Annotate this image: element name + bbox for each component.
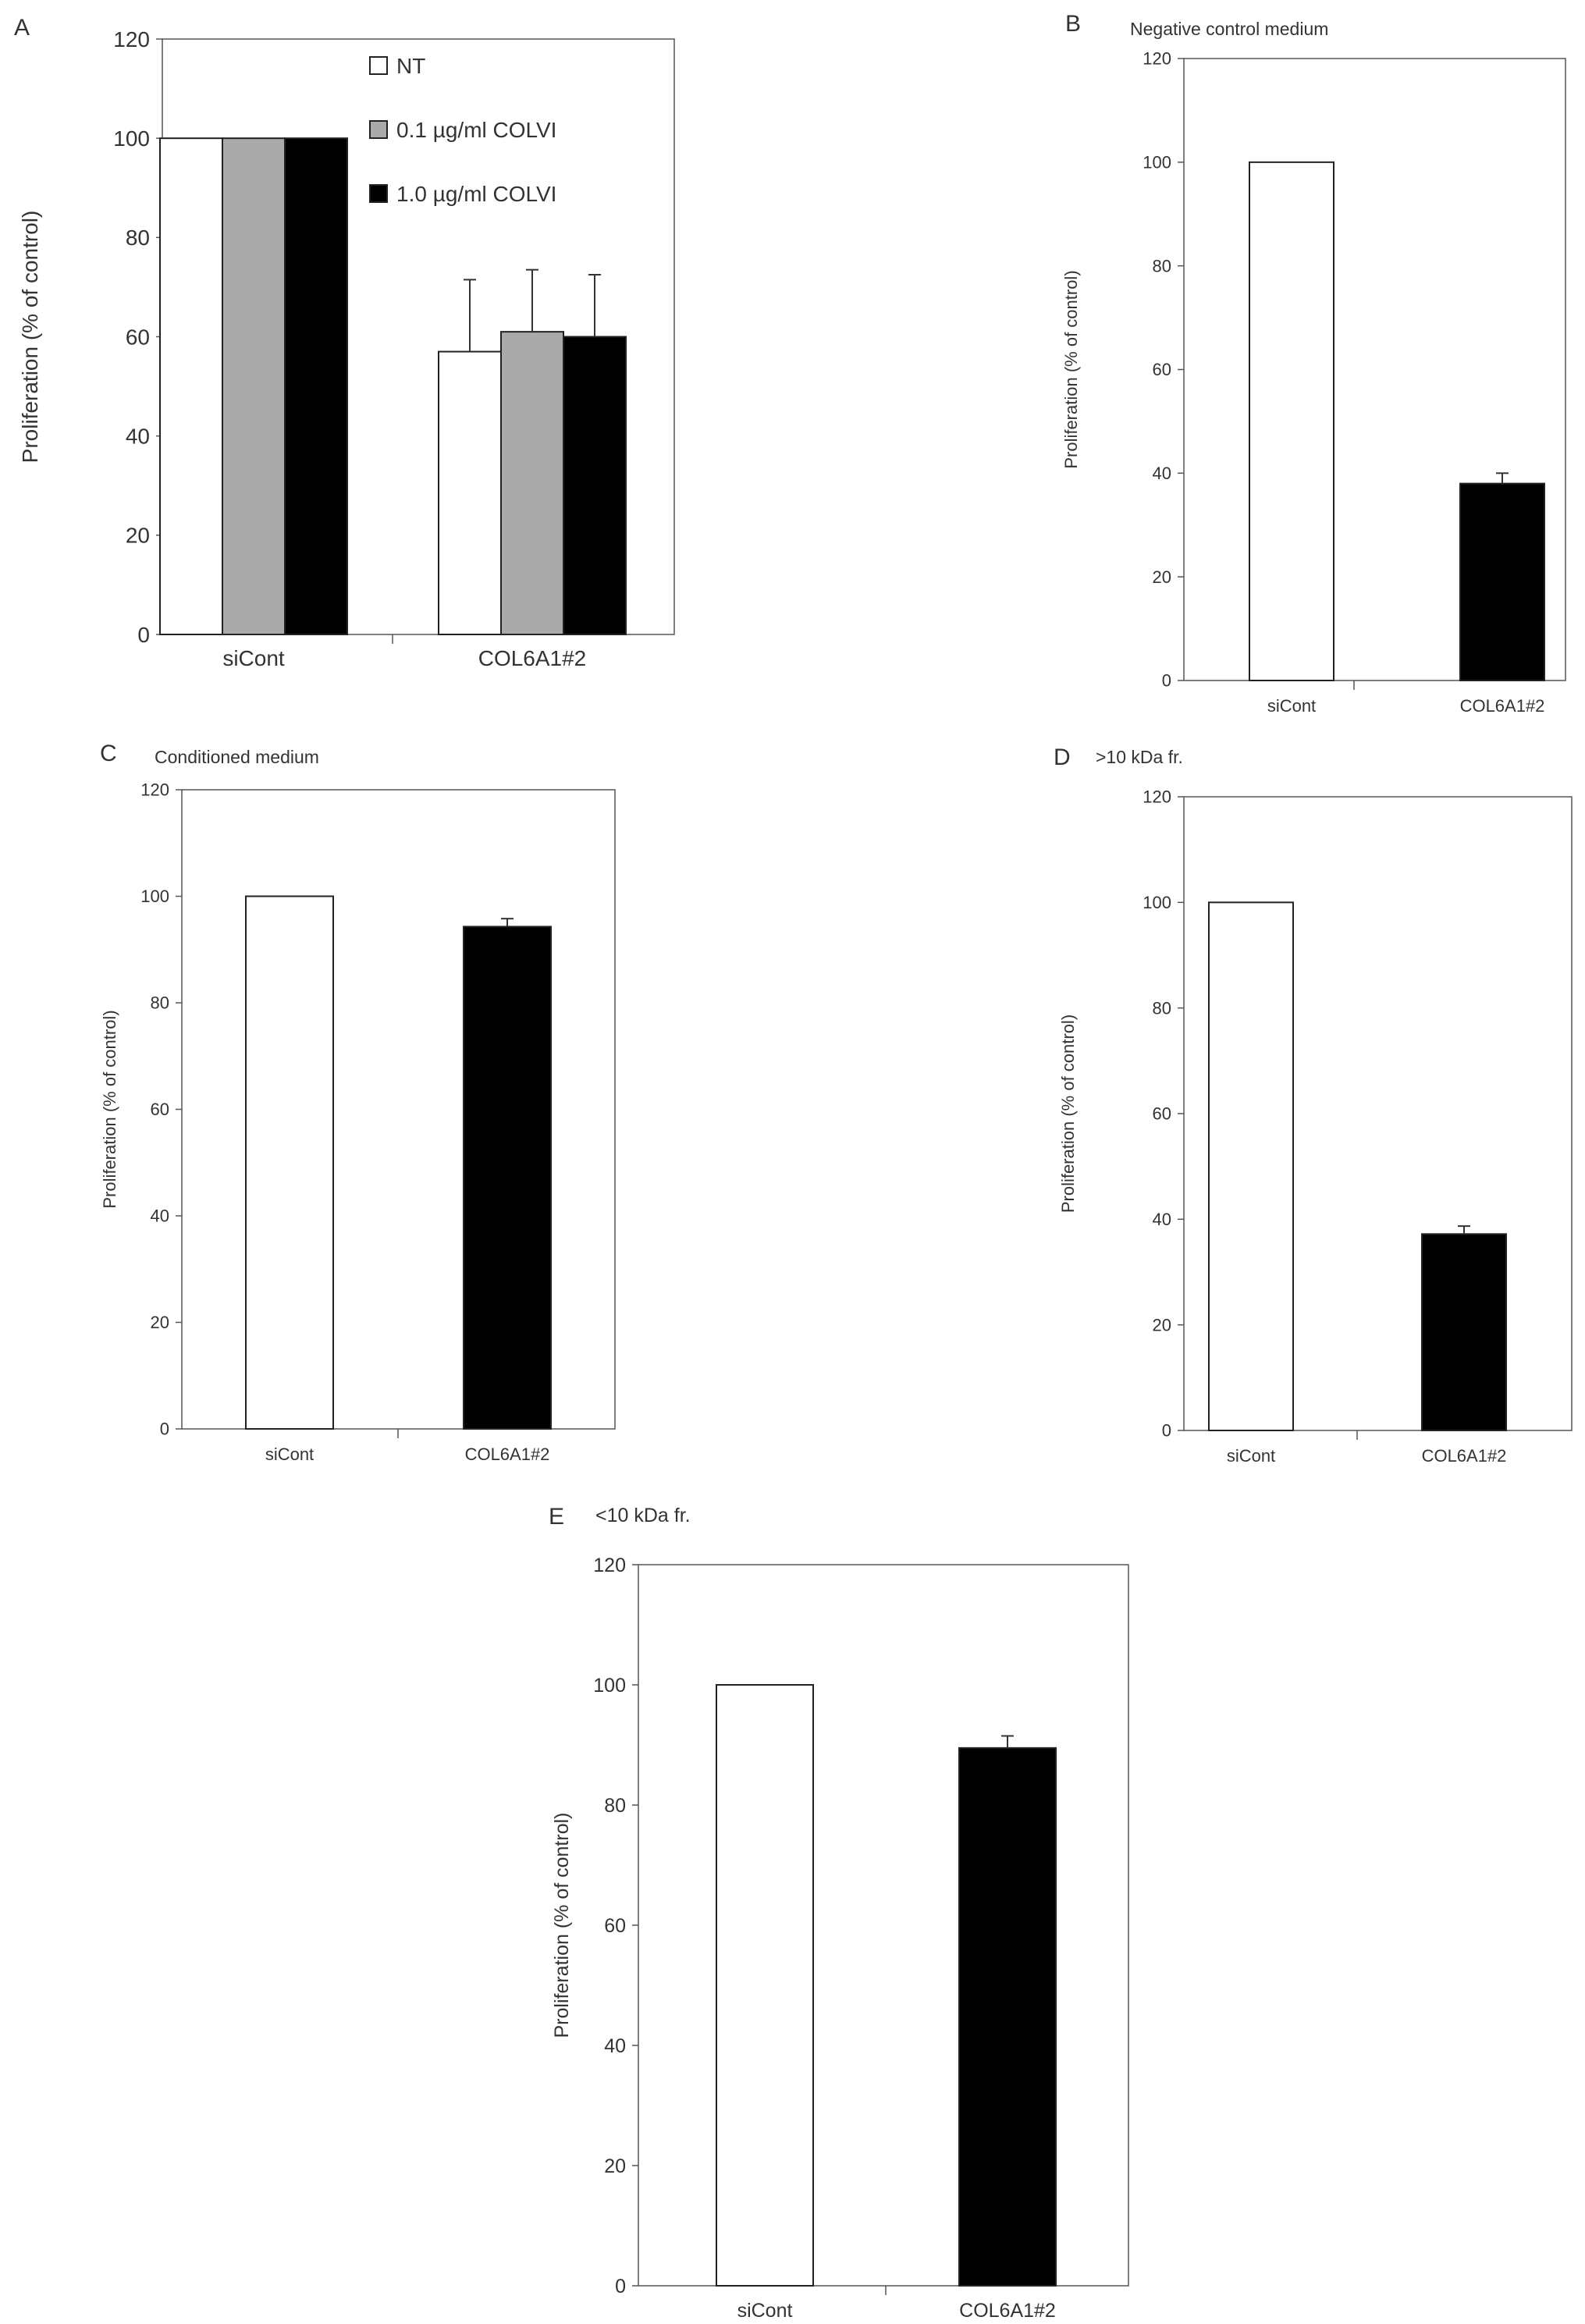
x-category-label: siCont (1227, 1446, 1275, 1466)
x-category-label: COL6A1#2 (465, 1445, 550, 1464)
x-category-label: siCont (1267, 696, 1316, 716)
y-axis-label: Proliferation (% of control) (551, 1812, 573, 2038)
chart-title: Negative control medium (1130, 19, 1328, 39)
legend: NT 0.1 µg/ml COLVI 1.0 µg/ml COLVI (369, 54, 556, 206)
y-tick-label: 120 (593, 1555, 626, 1576)
panel-e: E <10 kDa fr. 0 20 40 60 80 100 120 Proliferation… (549, 1504, 1129, 2322)
y-axis-label: Proliferation (% of control) (18, 211, 42, 464)
chart-title: <10 kDa fr. (595, 1505, 691, 1526)
bar (1459, 482, 1545, 681)
panel-letter: E (549, 1504, 564, 1530)
legend-label: 1.0 µg/ml COLVI (396, 182, 556, 206)
y-tick-label: 20 (1153, 567, 1171, 587)
chart-title: >10 kDa fr. (1096, 747, 1183, 767)
x-category-label: siCont (265, 1445, 314, 1464)
y-tick-label: 20 (151, 1313, 169, 1332)
bar (245, 895, 334, 1430)
legend-swatch (369, 120, 388, 139)
y-tick-label: 20 (604, 2155, 626, 2177)
y-tick-label: 60 (604, 1915, 626, 1937)
bar (1421, 1233, 1507, 1432)
chart-title: Conditioned medium (155, 747, 319, 767)
bar (284, 137, 348, 635)
y-tick-label: 80 (151, 993, 169, 1013)
y-tick-label: 120 (113, 27, 150, 52)
legend-swatch (369, 56, 388, 75)
panel-a: A 0 20 40 60 80 100 120 Proliferation (% of cont… (14, 15, 675, 670)
y-tick-label: 100 (1143, 893, 1171, 912)
y-tick-label: 0 (160, 1420, 169, 1439)
y-tick-label: 60 (151, 1100, 169, 1119)
y-tick-label: 40 (126, 424, 150, 448)
panel-d: D >10 kDa fr. 0 20 40 60 80 100 120 Proliferation… (1054, 744, 1573, 1466)
y-tick-label: 80 (126, 226, 150, 250)
x-category-label: COL6A1#2 (1460, 696, 1545, 716)
bar (438, 350, 502, 635)
bar (716, 1684, 814, 2287)
y-tick-label: 60 (126, 325, 150, 349)
bar (500, 331, 564, 635)
y-tick-label: 100 (113, 126, 150, 151)
x-category-label: COL6A1#2 (1422, 1446, 1507, 1466)
y-tick-label: 100 (1143, 153, 1171, 172)
y-tick-label: 20 (126, 524, 150, 548)
x-category-label: COL6A1#2 (478, 646, 587, 670)
legend-label: 0.1 µg/ml COLVI (396, 118, 556, 142)
bar (159, 137, 223, 635)
bar (463, 926, 552, 1430)
legend-swatch (369, 184, 388, 203)
y-tick-label: 80 (1153, 256, 1171, 275)
legend-label: NT (396, 54, 425, 78)
x-category-label: COL6A1#2 (959, 2300, 1056, 2322)
y-tick-label: 60 (1153, 1104, 1171, 1124)
y-tick-label: 40 (151, 1206, 169, 1226)
y-axis-label: Proliferation (% of control) (1058, 1015, 1078, 1213)
y-tick-label: 40 (1153, 1210, 1171, 1229)
bar (1208, 901, 1294, 1432)
panel-letter: D (1054, 744, 1071, 770)
bar (958, 1747, 1057, 2287)
y-tick-label: 80 (604, 1795, 626, 1817)
y-tick-label: 120 (140, 780, 169, 800)
bar (563, 336, 627, 635)
y-tick-label: 0 (1162, 1421, 1171, 1441)
y-tick-label: 80 (1153, 998, 1171, 1018)
y-tick-label: 120 (1143, 49, 1171, 69)
y-tick-label: 40 (604, 2035, 626, 2057)
bar (222, 137, 286, 635)
y-tick-label: 60 (1153, 360, 1171, 379)
x-category-label: siCont (222, 646, 285, 670)
y-tick-label: 20 (1153, 1315, 1171, 1334)
y-tick-label: 120 (1143, 787, 1171, 807)
panel-letter: A (14, 15, 30, 41)
x-category-label: siCont (737, 2300, 793, 2322)
panel-b: B Negative control medium 0 20 40 60 80 100 120 P… (1061, 11, 1566, 716)
y-tick-label: 0 (1162, 671, 1171, 691)
panel-letter: B (1065, 11, 1081, 37)
y-tick-label: 100 (593, 1675, 626, 1697)
panel-letter: C (100, 741, 117, 766)
y-tick-label: 0 (615, 2276, 626, 2297)
y-tick-label: 100 (140, 887, 169, 906)
y-axis-label: Proliferation (% of control) (100, 1010, 119, 1208)
y-tick-label: 0 (137, 623, 150, 647)
y-axis-label: Proliferation (% of control) (1061, 270, 1081, 468)
y-tick-label: 40 (1153, 464, 1171, 483)
bar (1249, 161, 1334, 682)
panel-c: C Conditioned medium 0 20 40 60 80 100 120 Prolif… (100, 741, 616, 1464)
